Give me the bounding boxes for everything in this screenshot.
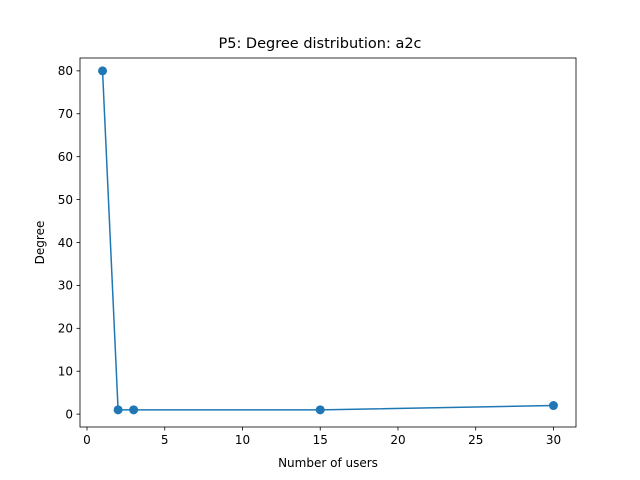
x-tick-label: 15 bbox=[313, 433, 328, 447]
y-tick-label: 0 bbox=[65, 407, 73, 421]
y-tick-label: 30 bbox=[58, 279, 73, 293]
plot-frame bbox=[79, 57, 577, 428]
y-tick-label: 80 bbox=[58, 64, 73, 78]
x-axis-label: Number of users bbox=[278, 456, 378, 470]
x-tick-label: 5 bbox=[161, 433, 169, 447]
data-point bbox=[129, 405, 139, 415]
y-tick-label: 70 bbox=[58, 107, 73, 121]
y-tick-label: 40 bbox=[58, 236, 73, 250]
y-tick-label: 20 bbox=[58, 322, 73, 336]
x-tick-label: 25 bbox=[468, 433, 483, 447]
y-axis-label: Degree bbox=[33, 221, 47, 265]
data-point bbox=[98, 66, 108, 76]
series-layer bbox=[98, 66, 558, 415]
y-tick-label: 50 bbox=[58, 193, 73, 207]
data-point bbox=[315, 405, 325, 415]
chart-title: P5: Degree distribution: a2c bbox=[218, 36, 421, 52]
x-axis-ticks: 0 5 10 15 20 25 30 bbox=[83, 427, 561, 447]
data-point bbox=[113, 405, 123, 415]
y-axis-ticks: 0 10 20 30 40 50 60 70 80 bbox=[58, 64, 80, 421]
x-tick-label: 20 bbox=[390, 433, 405, 447]
y-tick-label: 60 bbox=[58, 150, 73, 164]
x-tick-label: 30 bbox=[546, 433, 561, 447]
y-tick-label: 10 bbox=[58, 365, 73, 379]
x-tick-label: 10 bbox=[235, 433, 250, 447]
data-point bbox=[548, 401, 558, 411]
x-tick-label: 0 bbox=[83, 433, 91, 447]
